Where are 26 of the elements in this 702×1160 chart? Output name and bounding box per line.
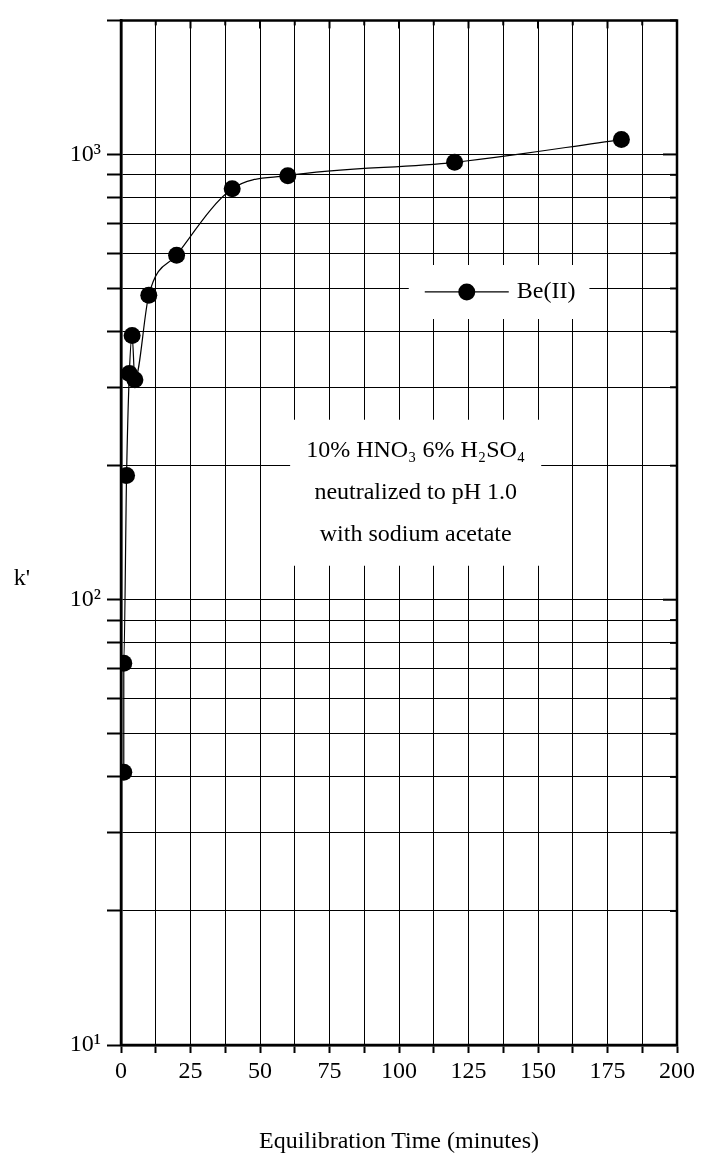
x-tick-label: 50 (248, 1056, 272, 1083)
x-tick-label: 25 (178, 1056, 203, 1083)
point (279, 167, 297, 185)
x-axis-title: Equilibration Time (minutes) (259, 1126, 539, 1153)
y-axis-title: k' (13, 564, 31, 591)
x-tick-label: 175 (589, 1056, 626, 1083)
point (223, 180, 241, 198)
y-tick-label: 10¹ (69, 1030, 101, 1057)
x-tick-label: 150 (520, 1056, 556, 1083)
point (123, 327, 141, 345)
point (168, 246, 186, 264)
annotation: with sodium acetate (319, 520, 512, 547)
annotation: 10% HNO₃ 6% H₂SO₄ (306, 436, 526, 463)
x-tick-label: 200 (659, 1056, 695, 1083)
annotation: neutralized to pH 1.0 (314, 478, 517, 505)
legend-label: Be(II) (516, 277, 576, 304)
point (140, 286, 158, 304)
x-tick-label: 75 (317, 1056, 342, 1083)
x-tick-label: 100 (381, 1056, 417, 1083)
y-tick-label: 10² (69, 585, 101, 612)
x-tick-label: 125 (450, 1056, 487, 1083)
point (126, 371, 144, 389)
y-tick-label: 10³ (69, 139, 101, 166)
x-tick-label: 0 (115, 1056, 127, 1083)
point (612, 131, 630, 149)
point (446, 153, 464, 171)
